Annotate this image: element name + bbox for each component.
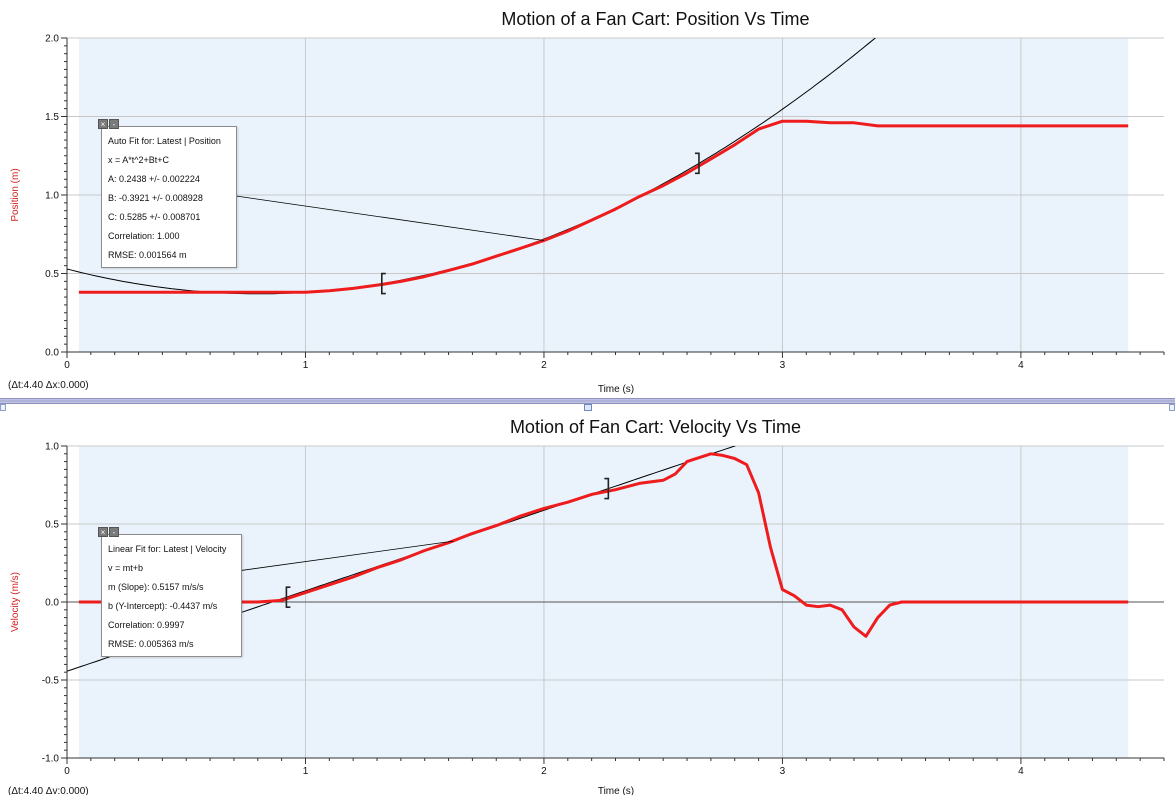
fit-box-line: x = A*t^2+Bt+C bbox=[108, 155, 170, 165]
y-tick-label: 1.0 bbox=[45, 191, 59, 202]
y-tick-label: -1.0 bbox=[42, 754, 60, 765]
range-bracket-left bbox=[380, 272, 386, 295]
fit-box-line: m (Slope): 0.5157 m/s/s bbox=[108, 582, 204, 592]
linear-fit-box[interactable]: × - Linear Fit for: Latest | Velocity v … bbox=[98, 527, 242, 657]
y-axis-label: Position (m) bbox=[10, 168, 21, 221]
fit-box-line: Linear Fit for: Latest | Velocity bbox=[108, 544, 227, 554]
x-axis-label: Time (s) bbox=[598, 384, 634, 395]
y-tick-label: 0.5 bbox=[45, 520, 59, 531]
y-tick-label: 0.0 bbox=[45, 348, 59, 359]
fit-box-line: Correlation: 1.000 bbox=[108, 231, 180, 241]
fit-box-line: B: -0.3921 +/- 0.008928 bbox=[108, 193, 203, 203]
close-icon[interactable]: × bbox=[98, 527, 108, 537]
y-tick-label: 0.0 bbox=[45, 598, 59, 609]
minimize-icon[interactable]: - bbox=[109, 119, 119, 129]
x-tick-label: 0 bbox=[64, 766, 70, 777]
y-tick-label: 1.5 bbox=[45, 112, 59, 123]
fit-box-line: RMSE: 0.005363 m/s bbox=[108, 639, 194, 649]
fit-box-line: C: 0.5285 +/- 0.008701 bbox=[108, 212, 201, 222]
fit-box-line: Auto Fit for: Latest | Position bbox=[108, 136, 221, 146]
data-series-line bbox=[78, 452, 1129, 638]
quadratic-fit-box[interactable]: × - Auto Fit for: Latest | Position x = … bbox=[98, 119, 237, 268]
x-tick-label: 1 bbox=[303, 360, 309, 371]
pane-splitter-handle[interactable] bbox=[584, 404, 592, 411]
x-tick-label: 1 bbox=[303, 766, 309, 777]
x-tick-label: 2 bbox=[541, 766, 547, 777]
y-tick-label: -0.5 bbox=[42, 676, 60, 687]
fit-box-line: A: 0.2438 +/- 0.002224 bbox=[108, 174, 200, 184]
x-tick-label: 4 bbox=[1018, 360, 1024, 371]
x-tick-label: 4 bbox=[1018, 766, 1024, 777]
x-tick-label: 3 bbox=[780, 360, 786, 371]
y-tick-label: 2.0 bbox=[45, 34, 59, 45]
x-tick-label: 0 bbox=[64, 360, 70, 371]
close-icon[interactable]: × bbox=[98, 119, 108, 129]
minimize-icon[interactable]: - bbox=[109, 527, 119, 537]
y-tick-label: 1.0 bbox=[45, 442, 59, 453]
range-bracket-right bbox=[604, 477, 610, 500]
fit-box-line: b (Y-Intercept): -0.4437 m/s bbox=[108, 601, 218, 611]
fit-leader-line bbox=[238, 540, 454, 572]
pane-resize-handle-left[interactable] bbox=[0, 404, 6, 411]
chart-title: Motion of a Fan Cart: Position Vs Time bbox=[501, 9, 809, 29]
range-bracket-left bbox=[285, 586, 291, 609]
y-tick-label: 0.5 bbox=[45, 269, 59, 280]
y-axis-label: Velocity (m/s) bbox=[10, 572, 21, 632]
data-series-line bbox=[78, 119, 1129, 294]
delta-readout: (Δt:4.40 Δv:0.000) bbox=[8, 786, 89, 795]
fit-box-line: Correlation: 0.9997 bbox=[108, 620, 185, 630]
pane-resize-handle[interactable] bbox=[1169, 404, 1175, 411]
fit-box-line: v = mt+b bbox=[108, 563, 144, 573]
pane-splitter[interactable] bbox=[0, 398, 1175, 404]
range-bracket-right bbox=[694, 152, 700, 175]
x-tick-label: 2 bbox=[541, 360, 547, 371]
delta-readout: (Δt:4.40 Δx:0.000) bbox=[8, 380, 89, 391]
chart-title: Motion of Fan Cart: Velocity Vs Time bbox=[510, 417, 801, 437]
fit-leader-line bbox=[229, 194, 545, 241]
x-axis-label: Time (s) bbox=[598, 786, 634, 795]
fit-box-line: RMSE: 0.001564 m bbox=[108, 250, 187, 260]
x-tick-label: 3 bbox=[780, 766, 786, 777]
